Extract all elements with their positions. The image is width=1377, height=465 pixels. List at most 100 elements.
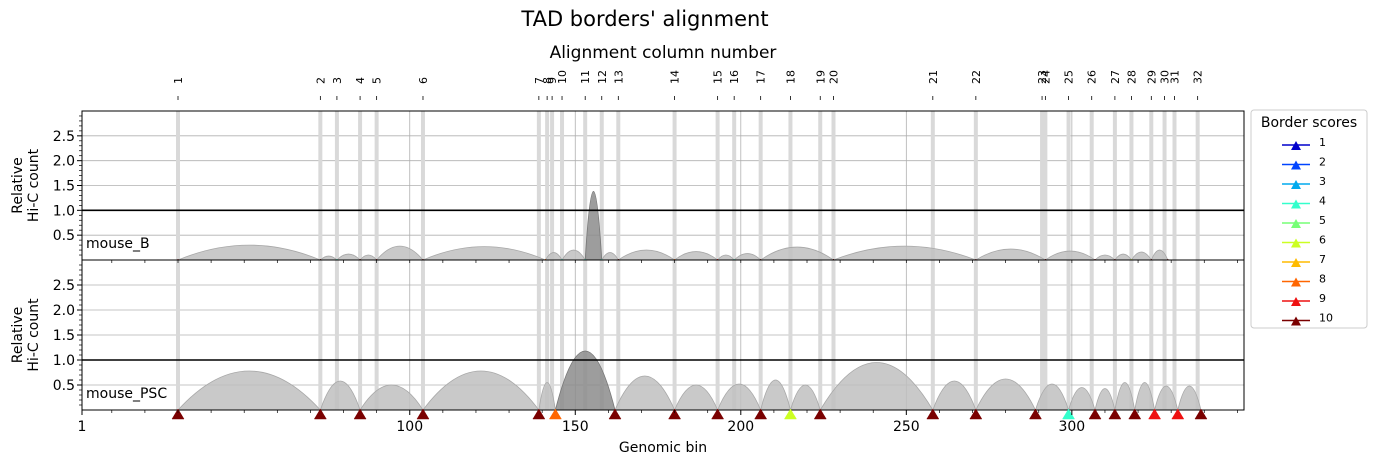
alignment-column-label: 19 [814,70,827,84]
y-tick-label: 2.5 [53,129,75,145]
alignment-column-label: 3 [331,77,344,84]
panel-mouse_B: 0.5 1.0 1.5 2.0 2.5 Relative Hi-C count mouse_B [10,110,1245,270]
alignment-column-label: 15 [712,70,725,84]
y-axis-label: Relative [10,307,26,363]
alignment-column-label: 18 [784,70,797,84]
alignment-column-label: 29 [1145,70,1158,84]
domain-arc [319,380,361,411]
domain-arc [614,375,676,411]
domain-arc [975,378,1037,411]
legend-label: 10 [1319,312,1333,325]
x-tick-label: 150 [562,419,589,435]
domain-arc [177,244,321,261]
x-tick-label: 1 [78,419,87,435]
border-marker [1128,408,1142,420]
x-tick-label: 300 [1058,419,1085,435]
border-marker [784,408,797,420]
border-marker [926,408,940,420]
alignment-column-label: 12 [596,70,609,84]
panel-name-label: mouse_PSC [86,386,167,402]
x-tick-label: 200 [727,419,754,435]
panel-name-label: mouse_B [86,236,150,252]
legend-label: 4 [1319,195,1326,208]
border-marker [532,408,546,420]
border-marker [1194,408,1208,420]
alignment-column-label: 1 [172,77,185,84]
y-tick-label: 1.5 [53,328,75,344]
x-tick-label: 250 [893,419,920,435]
domain-arc [1134,382,1156,411]
legend-marker [1291,160,1301,170]
chart-title: TAD borders' alignment [520,7,768,31]
alignment-column-label: 5 [371,77,384,84]
legend-label: 8 [1319,273,1326,286]
alignment-column-label: 22 [970,70,983,84]
legend-marker [1291,258,1301,267]
border-marker [711,408,725,420]
alignment-column-label: 20 [827,70,840,84]
alignment-column-label: 30 [1159,70,1172,84]
legend-label: 6 [1319,234,1326,247]
domain-arc [422,246,546,261]
y-tick-label: 1.0 [53,353,75,369]
panel-mouse_PSC: 0.5 1.0 1.5 2.0 2.5 Relative Hi-C count mouse_P… [10,259,1245,420]
top-axis-label: Alignment column number [550,43,777,63]
domain-arc [554,350,616,411]
border-marker [313,408,327,420]
border-marker [353,408,367,420]
domain-arc [833,245,976,261]
alignment-column-label: 4 [354,77,367,84]
legend-label: 7 [1319,253,1326,266]
x-tick-label: 100 [396,419,423,435]
legend-marker [1291,199,1301,209]
border-marker [1171,408,1185,420]
alignment-column-label: 8 [541,77,554,84]
border-marker [969,408,983,420]
alignment-column-label: 16 [728,70,741,84]
domain-arc [717,383,762,411]
border-marker [416,408,430,420]
domain-arc [760,379,791,411]
legend-label: 3 [1319,175,1326,188]
alignment-column-label: 32 [1192,70,1205,84]
legend-marker [1291,238,1301,248]
domain-arc [673,384,719,411]
y-tick-label: 1.0 [53,203,75,219]
border-marker [813,408,827,420]
border-marker [548,408,562,420]
legend-marker [1291,180,1301,189]
domain-arc [584,191,603,261]
y-tick-label: 2.5 [53,278,75,294]
y-axis-label: Hi-C count [26,298,42,372]
domain-arc [422,370,540,411]
y-tick-label: 2.0 [53,303,75,319]
x-axis-label: Genomic bin [619,440,707,456]
alignment-column-label: 7 [533,77,546,84]
alignment-column-label: 21 [927,70,940,84]
border-marker [1088,408,1102,420]
legend-marker [1291,219,1301,228]
domain-arc [1114,382,1136,411]
legend: Border scores 1 2 3 4 5 6 7 8 9 10 [1250,109,1368,329]
y-tick-label: 2.0 [53,154,75,170]
border-marker [171,408,185,420]
alignment-column-label: 9 [546,77,559,84]
legend-marker [1291,297,1301,306]
border-marker [1148,408,1162,420]
alignment-column-label: 17 [755,70,768,84]
domain-arc [759,246,835,261]
legend-marker [1291,316,1301,326]
legend-marker [1291,277,1301,287]
y-tick-label: 0.5 [53,228,75,244]
domain-arc [1034,383,1070,411]
alignment-column-label: 10 [556,70,569,84]
alignment-column-label: 13 [612,70,625,84]
border-marker [668,408,682,420]
y-axis-label: Relative [10,157,26,213]
legend-label: 1 [1319,136,1326,149]
alignment-column-label: 26 [1086,70,1099,84]
border-marker [754,408,768,420]
legend-marker [1291,141,1301,150]
